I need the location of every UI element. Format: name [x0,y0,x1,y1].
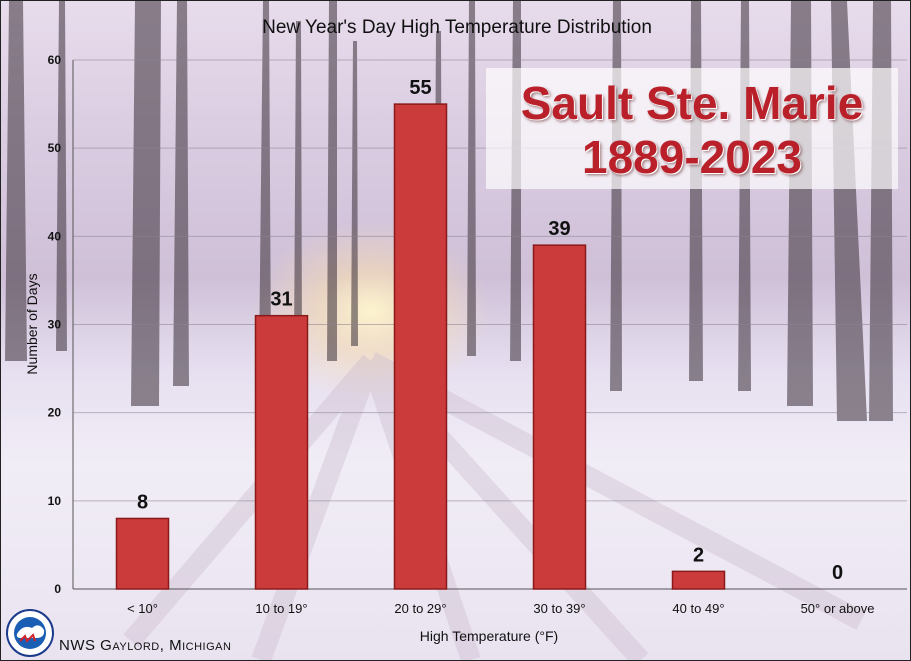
bar-value-label: 8 [137,491,148,513]
x-tick-label: 10 to 19° [255,601,307,616]
x-tick-label: < 10° [127,601,158,616]
y-tick-label: 20 [48,406,62,420]
bar-value-label: 2 [693,544,704,566]
bar-value-label: 39 [548,218,570,240]
x-tick-labels: < 10° 10 to 19° 20 to 29° 30 to 39° 40 to 49… [127,601,874,616]
location-years: 1889-2023 [582,131,802,183]
y-tick-label: 40 [48,229,62,243]
bar [671,570,726,590]
axes [72,60,907,590]
x-axis-label: High Temperature (°F) [420,628,558,644]
bar [532,244,587,590]
y-axis-label: Number of Days [24,273,40,374]
y-tick-label: 30 [48,318,62,332]
x-tick-label: 20 to 29° [394,601,446,616]
chart-title: New Year's Day High Temperature Distribu… [262,17,652,38]
x-tick-label: 30 to 39° [533,601,585,616]
y-tick-label: 50 [48,141,62,155]
y-tick-labels: 0 10 20 30 40 50 60 [48,53,62,596]
x-tick-label: 50° or above [801,601,875,616]
location-name: Sault Ste. Marie [520,77,864,129]
bar [393,103,448,590]
bar-value-label: 31 [270,289,292,311]
bar-value-labels: 8 31 55 39 2 0 [137,77,843,584]
location-panel: Sault Ste. Marie 1889-2023 [486,68,898,189]
bar-value-label: 55 [409,77,431,99]
footer-office: NWS Gaylord, Michigan [59,637,232,654]
bars [115,103,726,590]
y-tick-label: 0 [54,582,61,596]
x-tick-label: 40 to 49° [672,601,724,616]
bar [254,314,309,590]
bar-value-label: 0 [832,562,843,584]
y-tick-label: 60 [48,53,62,67]
nws-logo-icon [6,609,54,657]
y-tick-label: 10 [48,494,62,508]
bar [115,517,170,590]
